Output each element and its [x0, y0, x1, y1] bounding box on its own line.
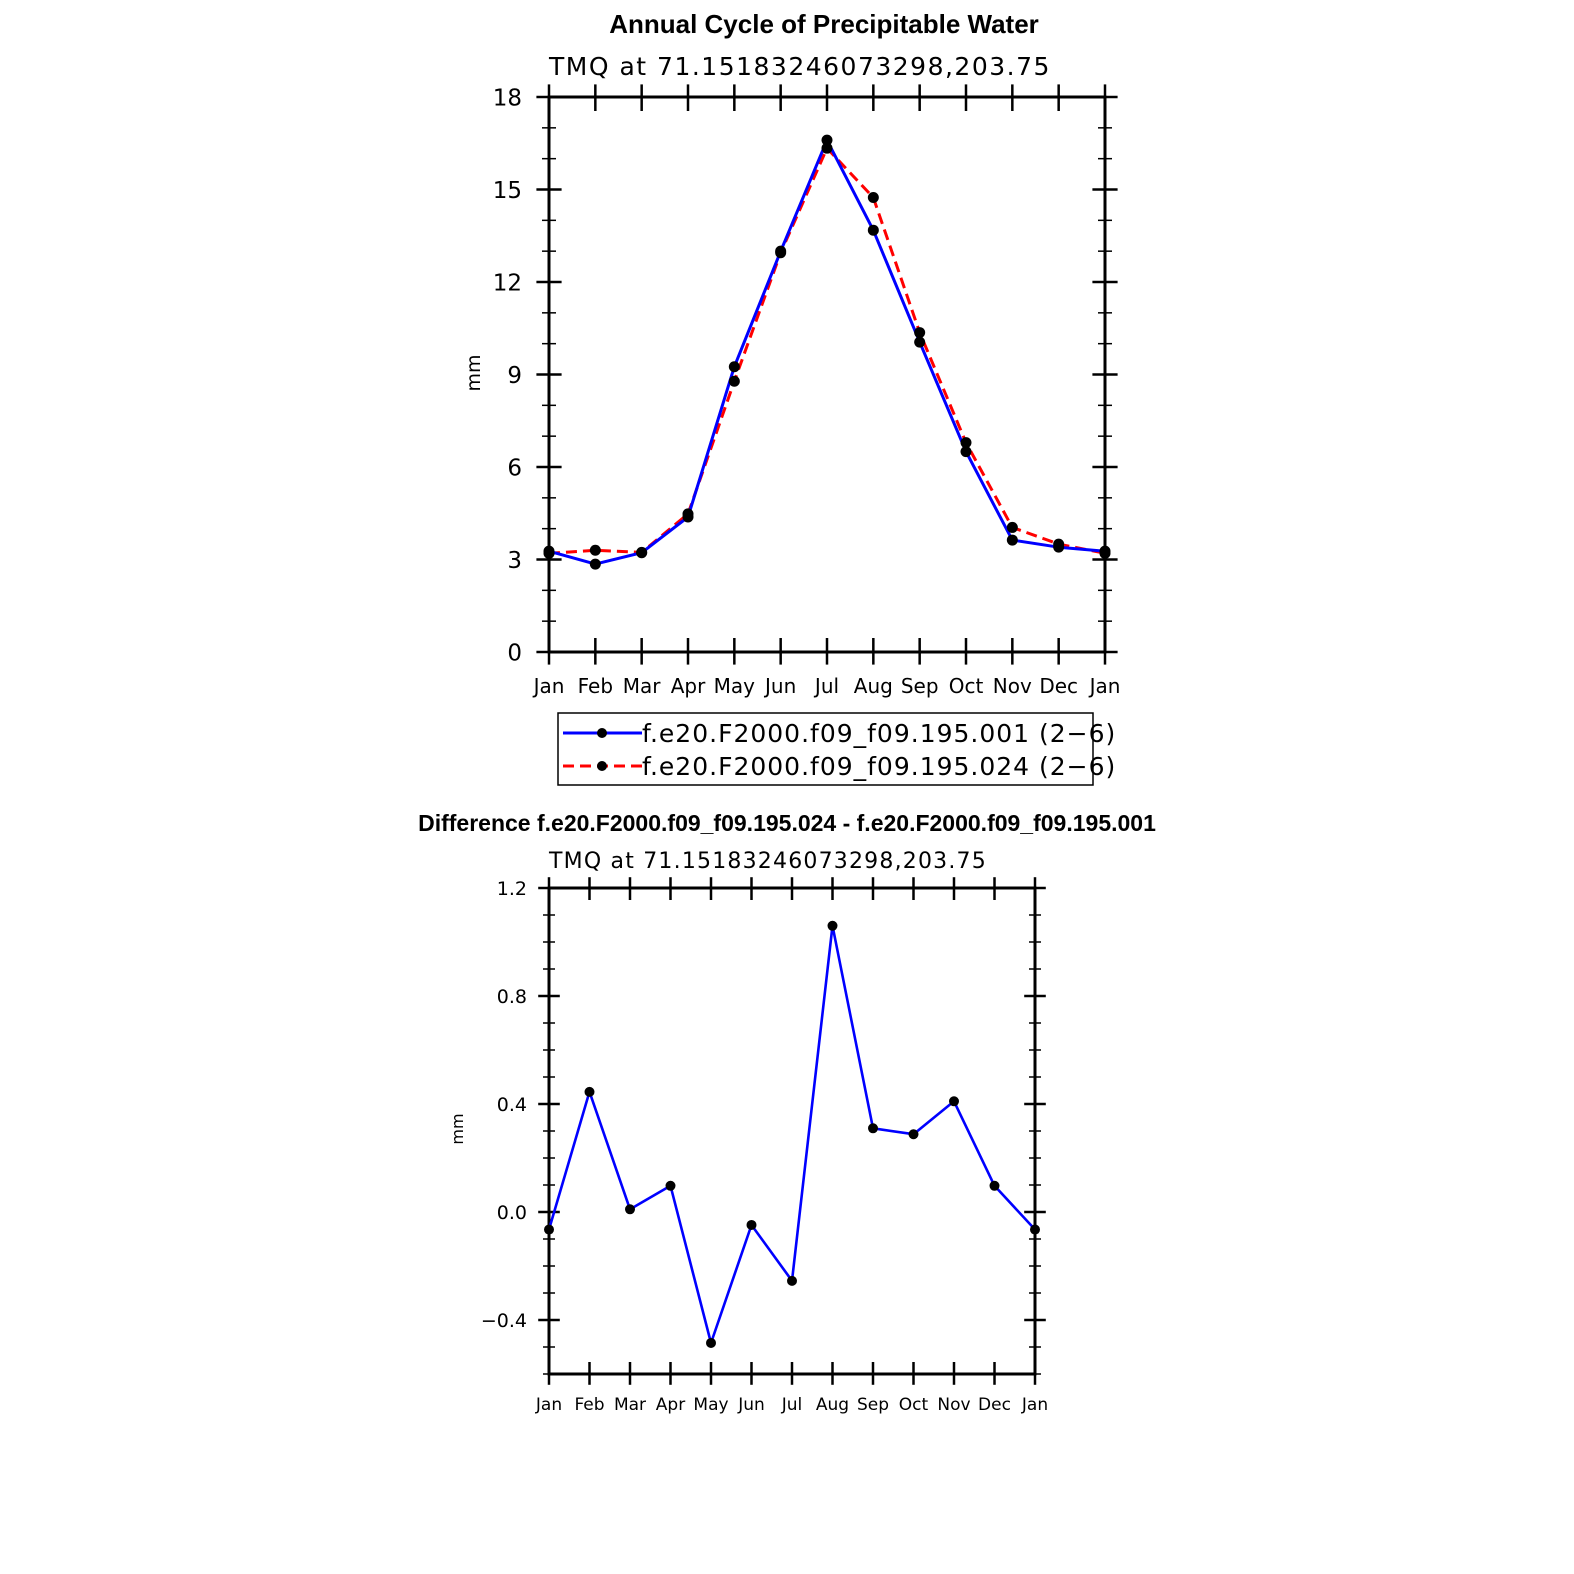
chart-title: Annual Cycle of Precipitable Water — [609, 9, 1039, 39]
legend: f.e20.F2000.f09_f09.195.001 (2−6) f.e20.… — [557, 712, 1116, 786]
axes-frame — [538, 877, 1046, 1385]
x-tick-label: Feb — [574, 1395, 604, 1415]
data-point — [1030, 1224, 1040, 1235]
data-point — [682, 511, 694, 523]
x-tick-label: Jun — [737, 1395, 765, 1415]
y-tick-label: 0.4 — [497, 1094, 527, 1116]
series-markers — [543, 134, 1111, 570]
x-tick-label: Jan — [535, 1395, 562, 1415]
data-point — [625, 1204, 635, 1215]
x-tick-label: May — [714, 674, 756, 698]
data-point — [827, 920, 838, 931]
data-point — [636, 547, 648, 559]
y-tick-label: 0.0 — [497, 1202, 527, 1224]
chart-difference: Difference f.e20.F2000.f09_f09.195.024 -… — [418, 810, 1156, 1415]
data-point — [914, 327, 926, 339]
legend-box — [557, 712, 1094, 786]
plot-frame — [547, 95, 1107, 654]
y-tick-label: 1.2 — [497, 878, 527, 900]
data-point — [1099, 545, 1111, 557]
x-tick-label: Dec — [1039, 674, 1078, 698]
legend-label-1: f.e20.F2000.f09_f09.195.001 (2−6) — [642, 719, 1116, 748]
x-tick-label: Feb — [578, 674, 613, 698]
x-tick-label: Mar — [614, 1395, 646, 1415]
y-tick-label: 9 — [507, 363, 522, 389]
y-axis-label: mm — [448, 1113, 467, 1144]
data-point — [960, 446, 972, 458]
legend-label-2: f.e20.F2000.f09_f09.195.024 (2−6) — [642, 752, 1116, 781]
y-tick-labels: 0 3 6 9 12 15 18 — [493, 85, 522, 666]
axes-frame — [536, 84, 1118, 665]
series-lines — [548, 138, 1106, 566]
data-point — [868, 1123, 878, 1134]
x-tick-label: Mar — [623, 674, 662, 698]
series-markers — [544, 920, 1040, 1348]
x-tick-labels: Jan Feb Mar Apr May Jun Jul Aug Sep Oct Nov Dec Jan — [535, 1395, 1048, 1415]
data-point — [728, 375, 740, 387]
x-tick-label: Jul — [781, 1395, 803, 1415]
legend-marker-1 — [597, 728, 607, 738]
x-tick-label: Apr — [671, 674, 706, 698]
y-axis-label: mm — [463, 354, 485, 391]
x-tick-label: Nov — [993, 674, 1032, 698]
y-tick-label: 12 — [493, 270, 522, 296]
data-point — [821, 142, 833, 154]
data-point — [1006, 521, 1018, 533]
x-tick-label: Sep — [901, 674, 939, 698]
data-point — [949, 1096, 959, 1107]
x-tick-label: Nov — [937, 1395, 970, 1415]
x-tick-labels: Jan Feb Mar Apr May Jun Jul Aug Sep Oct Nov Dec Jan — [532, 674, 1121, 698]
y-tick-label: −0.4 — [481, 1310, 527, 1332]
x-tick-label: Apr — [656, 1395, 685, 1415]
y-tick-labels: −0.4 0.0 0.4 0.8 1.2 — [481, 878, 527, 1332]
x-tick-label: May — [693, 1395, 728, 1415]
y-tick-label: 3 — [507, 548, 522, 574]
data-point — [543, 545, 555, 557]
chart-annual-cycle: Annual Cycle of Precipitable Water TMQ a… — [463, 9, 1121, 786]
chart-title: Difference f.e20.F2000.f09_f09.195.024 -… — [418, 810, 1156, 836]
data-point — [746, 1219, 757, 1230]
series-line-2 — [548, 146, 1106, 555]
data-point — [544, 1224, 554, 1235]
x-tick-label: Dec — [978, 1395, 1011, 1415]
data-point — [775, 245, 787, 257]
data-point — [821, 134, 833, 146]
chart-subtitle: TMQ at 71.15183246073298,203.75 — [548, 849, 987, 874]
x-tick-label: Sep — [857, 1395, 889, 1415]
x-tick-label: Jan — [1088, 674, 1121, 698]
x-tick-label: Jan — [532, 674, 565, 698]
x-tick-label: Jul — [813, 674, 839, 698]
y-tick-label: 0 — [507, 640, 522, 666]
data-point — [589, 544, 601, 556]
plot-frame — [547, 886, 1037, 1376]
data-point — [787, 1275, 797, 1286]
chart-subtitle: TMQ at 71.15183246073298,203.75 — [548, 52, 1051, 81]
data-point — [706, 1337, 716, 1348]
x-tick-label: Aug — [854, 674, 893, 698]
data-point — [914, 336, 926, 348]
x-tick-label: Aug — [816, 1395, 849, 1415]
data-point — [908, 1129, 919, 1140]
data-point — [1006, 534, 1018, 546]
data-point — [867, 224, 879, 236]
data-point — [960, 437, 972, 449]
x-tick-label: Jun — [763, 674, 796, 698]
data-point — [1053, 541, 1065, 553]
x-tick-label: Oct — [949, 674, 984, 698]
legend-marker-2 — [597, 761, 607, 771]
y-tick-label: 18 — [493, 85, 522, 111]
y-tick-label: 6 — [507, 455, 522, 481]
data-point — [728, 361, 740, 373]
data-point — [867, 192, 879, 204]
data-point — [665, 1180, 676, 1191]
y-tick-label: 0.8 — [497, 986, 527, 1008]
series-line-1 — [548, 138, 1106, 566]
y-tick-label: 15 — [493, 178, 522, 204]
data-point — [584, 1086, 595, 1097]
data-point — [589, 558, 601, 570]
x-tick-label: Jan — [1021, 1395, 1048, 1415]
data-point — [989, 1180, 1000, 1191]
x-tick-label: Oct — [899, 1395, 929, 1415]
